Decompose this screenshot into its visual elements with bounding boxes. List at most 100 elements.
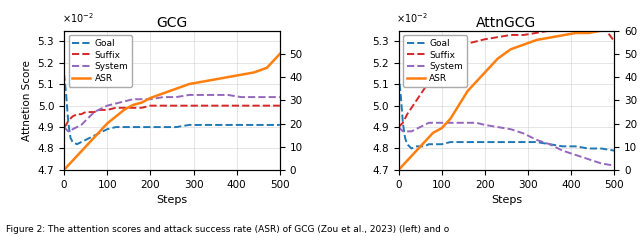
Text: $\times10^{-2}$: $\times10^{-2}$ [62,11,94,25]
Suffix [211,104,219,107]
System [472,121,480,124]
System [99,106,107,109]
Goal [159,126,167,128]
ASR [62,166,70,169]
Goal [464,141,472,143]
Line: System: System [64,95,280,131]
Goal [186,123,193,126]
Goal [559,145,566,148]
System [68,128,76,131]
Suffix [546,29,554,32]
ASR [90,136,98,139]
ASR [86,141,93,143]
System [77,123,85,126]
ASR [73,155,81,157]
Suffix [395,126,403,128]
System [62,128,70,131]
System [276,96,284,98]
ASR [112,115,120,118]
Title: GCG: GCG [156,16,188,30]
ASR [412,150,420,153]
X-axis label: Steps: Steps [156,195,188,205]
System [147,98,154,101]
ASR [120,108,128,111]
Goal [533,141,541,143]
System [429,121,437,124]
Line: Suffix: Suffix [399,24,614,127]
System [397,128,404,131]
System [585,158,593,161]
Suffix [250,104,258,107]
System [211,93,219,96]
Suffix [472,40,480,43]
ASR [598,29,605,32]
Goal [65,121,72,124]
System [572,153,579,156]
Goal [520,141,527,143]
Goal [86,136,93,139]
System [86,115,93,118]
Suffix [263,104,271,107]
Suffix [73,113,81,116]
Goal [395,72,403,75]
Goal [412,145,420,148]
Suffix [95,109,102,111]
ASR [395,169,403,171]
Suffix [433,68,441,71]
ASR [507,48,515,51]
ASR [103,122,111,125]
Suffix [533,31,541,34]
Suffix [147,104,154,107]
Goal [397,93,404,96]
ASR [95,131,102,134]
System [395,126,403,128]
Legend: Goal, Suffix, System, ASR: Goal, Suffix, System, ASR [68,35,132,87]
Goal [147,126,154,128]
Goal [112,126,120,128]
Suffix [403,113,411,116]
Goal [198,123,206,126]
Goal [472,141,480,143]
System [250,96,258,98]
ASR [399,164,406,167]
System [416,126,424,128]
System [598,162,605,165]
Suffix [198,104,206,107]
Goal [224,123,232,126]
Suffix [429,74,437,77]
System [65,130,72,133]
ASR [494,57,502,60]
System [611,164,618,167]
Goal [433,143,441,146]
System [507,128,515,131]
Suffix [62,123,70,126]
System [447,121,454,124]
ASR [67,161,74,164]
Goal [585,147,593,150]
Suffix [103,109,111,111]
ASR [447,118,454,120]
System [520,132,527,135]
Goal [416,145,424,148]
ASR [481,71,489,74]
Suffix [611,40,618,43]
Suffix [120,106,128,109]
Line: Goal: Goal [64,74,280,144]
Suffix [224,104,232,107]
System [455,121,463,124]
Suffix [172,104,180,107]
Suffix [494,36,502,38]
Y-axis label: Attnetion Score: Attnetion Score [22,60,32,141]
ASR [159,92,167,95]
ASR [237,73,245,76]
Suffix [237,104,245,107]
Goal [611,149,618,152]
Goal [399,121,406,124]
Goal [172,126,180,128]
System [433,121,441,124]
Goal [447,141,454,143]
ASR [416,145,424,148]
System [138,98,145,101]
Suffix [90,111,98,114]
Goal [138,126,145,128]
